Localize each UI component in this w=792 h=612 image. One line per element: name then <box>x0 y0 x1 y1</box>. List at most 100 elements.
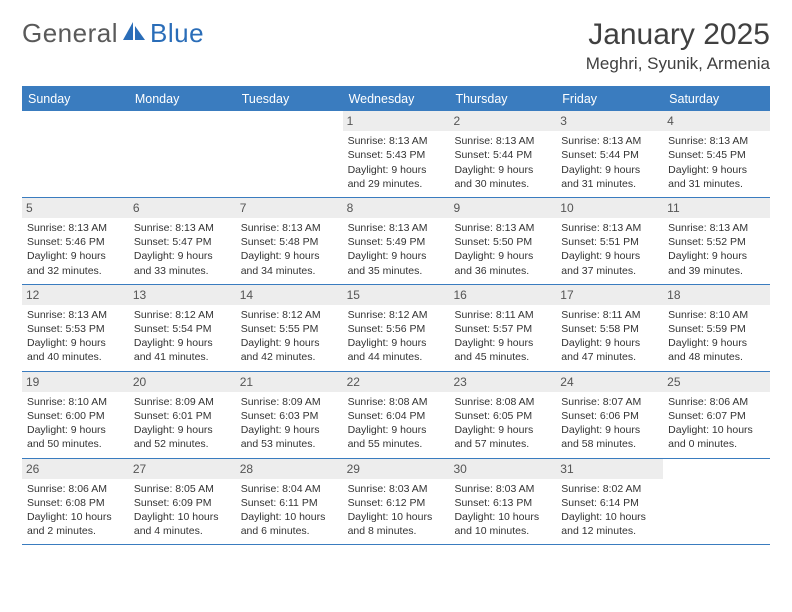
daylight-text-2: and 31 minutes. <box>668 177 765 191</box>
sunrise-text: Sunrise: 8:13 AM <box>134 221 231 235</box>
daylight-text-2: and 29 minutes. <box>348 177 445 191</box>
sunrise-text: Sunrise: 8:10 AM <box>668 308 765 322</box>
daylight-text-2: and 36 minutes. <box>454 264 551 278</box>
day-number: 21 <box>236 372 343 392</box>
day-cell: 20Sunrise: 8:09 AMSunset: 6:01 PMDayligh… <box>129 372 236 458</box>
daylight-text-1: Daylight: 9 hours <box>241 423 338 437</box>
daylight-text-1: Daylight: 9 hours <box>241 249 338 263</box>
day-cell <box>129 111 236 197</box>
daylight-text-2: and 34 minutes. <box>241 264 338 278</box>
day-number: 15 <box>343 285 450 305</box>
daylight-text-1: Daylight: 9 hours <box>561 249 658 263</box>
day-number: 22 <box>343 372 450 392</box>
daylight-text-2: and 53 minutes. <box>241 437 338 451</box>
daylight-text-1: Daylight: 9 hours <box>561 163 658 177</box>
daylight-text-1: Daylight: 9 hours <box>134 336 231 350</box>
daylight-text-1: Daylight: 9 hours <box>668 336 765 350</box>
day-cell: 26Sunrise: 8:06 AMSunset: 6:08 PMDayligh… <box>22 459 129 545</box>
sunrise-text: Sunrise: 8:13 AM <box>348 134 445 148</box>
weeks-container: 1Sunrise: 8:13 AMSunset: 5:43 PMDaylight… <box>22 111 770 545</box>
weekday-header-row: SundayMondayTuesdayWednesdayThursdayFrid… <box>22 88 770 111</box>
sunset-text: Sunset: 5:59 PM <box>668 322 765 336</box>
daylight-text-1: Daylight: 9 hours <box>454 336 551 350</box>
day-cell: 28Sunrise: 8:04 AMSunset: 6:11 PMDayligh… <box>236 459 343 545</box>
day-cell: 19Sunrise: 8:10 AMSunset: 6:00 PMDayligh… <box>22 372 129 458</box>
weekday-header: Sunday <box>22 88 129 111</box>
daylight-text-2: and 0 minutes. <box>668 437 765 451</box>
daylight-text-2: and 8 minutes. <box>348 524 445 538</box>
daylight-text-1: Daylight: 10 hours <box>668 423 765 437</box>
sunset-text: Sunset: 5:49 PM <box>348 235 445 249</box>
sunset-text: Sunset: 5:47 PM <box>134 235 231 249</box>
day-cell: 14Sunrise: 8:12 AMSunset: 5:55 PMDayligh… <box>236 285 343 371</box>
day-number: 29 <box>343 459 450 479</box>
daylight-text-1: Daylight: 9 hours <box>454 163 551 177</box>
day-number: 19 <box>22 372 129 392</box>
calendar-page: General Blue January 2025 Meghri, Syunik… <box>0 0 792 555</box>
day-number: 3 <box>556 111 663 131</box>
day-number: 28 <box>236 459 343 479</box>
day-cell: 25Sunrise: 8:06 AMSunset: 6:07 PMDayligh… <box>663 372 770 458</box>
day-number: 24 <box>556 372 663 392</box>
daylight-text-2: and 47 minutes. <box>561 350 658 364</box>
daylight-text-2: and 12 minutes. <box>561 524 658 538</box>
day-number: 26 <box>22 459 129 479</box>
day-number: 6 <box>129 198 236 218</box>
sunrise-text: Sunrise: 8:04 AM <box>241 482 338 496</box>
daylight-text-1: Daylight: 9 hours <box>454 423 551 437</box>
sunrise-text: Sunrise: 8:12 AM <box>134 308 231 322</box>
daylight-text-1: Daylight: 9 hours <box>348 249 445 263</box>
day-number: 2 <box>449 111 556 131</box>
daylight-text-2: and 37 minutes. <box>561 264 658 278</box>
daylight-text-2: and 2 minutes. <box>27 524 124 538</box>
day-cell: 21Sunrise: 8:09 AMSunset: 6:03 PMDayligh… <box>236 372 343 458</box>
daylight-text-1: Daylight: 10 hours <box>348 510 445 524</box>
daylight-text-2: and 58 minutes. <box>561 437 658 451</box>
daylight-text-1: Daylight: 9 hours <box>348 163 445 177</box>
weekday-header: Monday <box>129 88 236 111</box>
day-cell: 4Sunrise: 8:13 AMSunset: 5:45 PMDaylight… <box>663 111 770 197</box>
day-cell: 9Sunrise: 8:13 AMSunset: 5:50 PMDaylight… <box>449 198 556 284</box>
daylight-text-1: Daylight: 9 hours <box>454 249 551 263</box>
day-number: 11 <box>663 198 770 218</box>
daylight-text-2: and 35 minutes. <box>348 264 445 278</box>
sunset-text: Sunset: 5:52 PM <box>668 235 765 249</box>
day-cell: 24Sunrise: 8:07 AMSunset: 6:06 PMDayligh… <box>556 372 663 458</box>
day-cell <box>22 111 129 197</box>
sunrise-text: Sunrise: 8:08 AM <box>348 395 445 409</box>
day-cell: 10Sunrise: 8:13 AMSunset: 5:51 PMDayligh… <box>556 198 663 284</box>
day-number: 14 <box>236 285 343 305</box>
sunrise-text: Sunrise: 8:13 AM <box>348 221 445 235</box>
daylight-text-2: and 39 minutes. <box>668 264 765 278</box>
day-cell: 23Sunrise: 8:08 AMSunset: 6:05 PMDayligh… <box>449 372 556 458</box>
day-cell: 1Sunrise: 8:13 AMSunset: 5:43 PMDaylight… <box>343 111 450 197</box>
daylight-text-1: Daylight: 9 hours <box>134 423 231 437</box>
day-cell: 5Sunrise: 8:13 AMSunset: 5:46 PMDaylight… <box>22 198 129 284</box>
sunset-text: Sunset: 6:05 PM <box>454 409 551 423</box>
daylight-text-2: and 55 minutes. <box>348 437 445 451</box>
sunset-text: Sunset: 5:43 PM <box>348 148 445 162</box>
daylight-text-1: Daylight: 9 hours <box>348 423 445 437</box>
weekday-header: Tuesday <box>236 88 343 111</box>
sunrise-text: Sunrise: 8:06 AM <box>668 395 765 409</box>
day-cell: 18Sunrise: 8:10 AMSunset: 5:59 PMDayligh… <box>663 285 770 371</box>
day-number: 13 <box>129 285 236 305</box>
day-cell: 15Sunrise: 8:12 AMSunset: 5:56 PMDayligh… <box>343 285 450 371</box>
daylight-text-1: Daylight: 10 hours <box>241 510 338 524</box>
daylight-text-1: Daylight: 9 hours <box>348 336 445 350</box>
daylight-text-2: and 42 minutes. <box>241 350 338 364</box>
week-row: 1Sunrise: 8:13 AMSunset: 5:43 PMDaylight… <box>22 111 770 198</box>
daylight-text-2: and 45 minutes. <box>454 350 551 364</box>
sunset-text: Sunset: 5:57 PM <box>454 322 551 336</box>
day-cell: 8Sunrise: 8:13 AMSunset: 5:49 PMDaylight… <box>343 198 450 284</box>
sunrise-text: Sunrise: 8:13 AM <box>561 134 658 148</box>
sunset-text: Sunset: 6:00 PM <box>27 409 124 423</box>
sunrise-text: Sunrise: 8:11 AM <box>561 308 658 322</box>
day-cell <box>236 111 343 197</box>
sunset-text: Sunset: 6:03 PM <box>241 409 338 423</box>
day-number: 7 <box>236 198 343 218</box>
sunset-text: Sunset: 6:06 PM <box>561 409 658 423</box>
sunset-text: Sunset: 5:46 PM <box>27 235 124 249</box>
sunset-text: Sunset: 5:44 PM <box>454 148 551 162</box>
daylight-text-2: and 33 minutes. <box>134 264 231 278</box>
